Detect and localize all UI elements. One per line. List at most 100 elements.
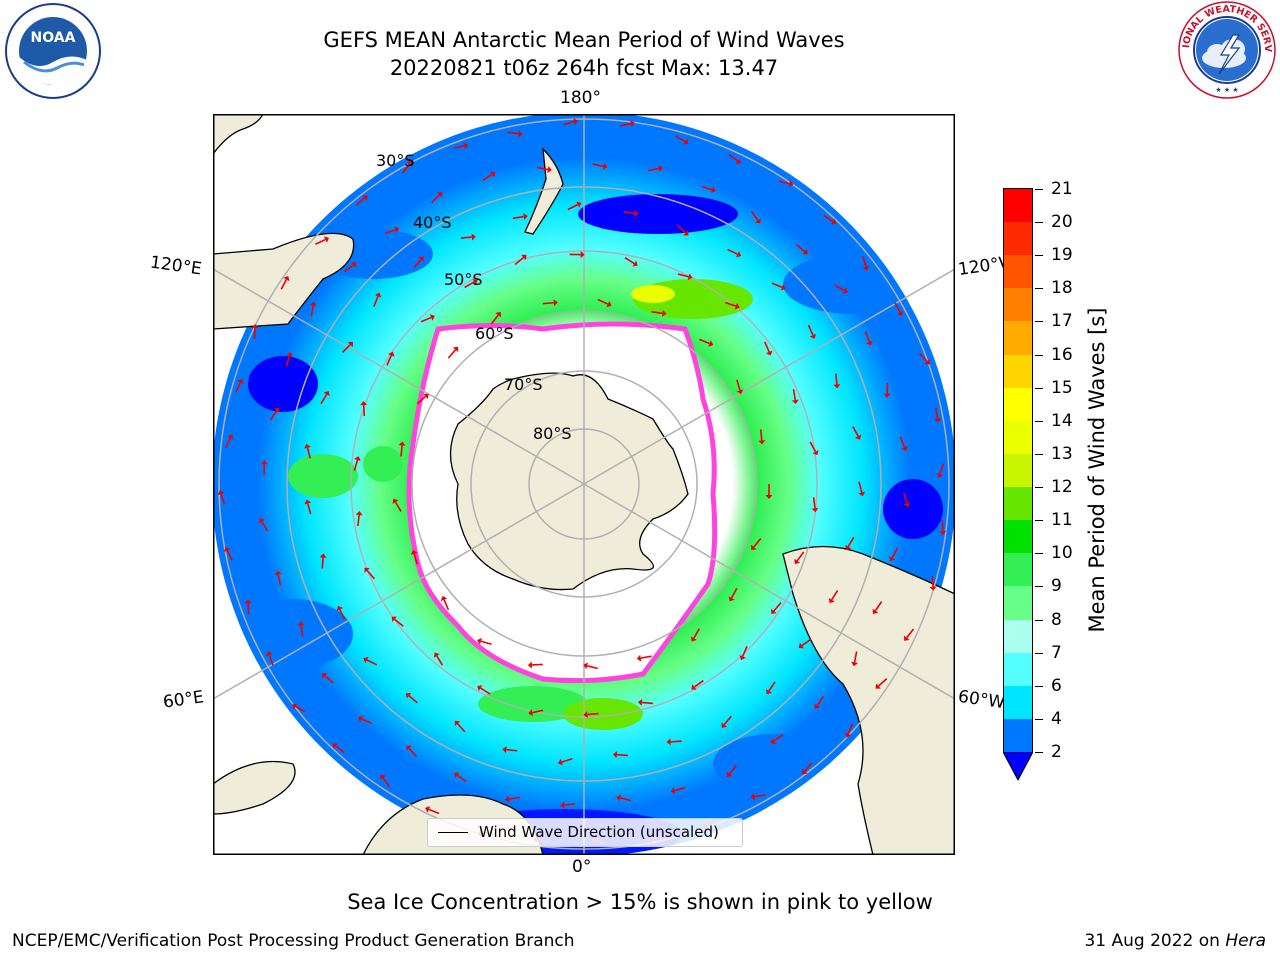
wind-wave-arrow-head [616, 794, 622, 802]
wind-wave-arrow-head [708, 340, 714, 347]
colorbar-segment [1003, 420, 1033, 455]
wind-wave-arrow-head [666, 738, 671, 746]
colorbar-tick-label: 17 [1051, 311, 1073, 332]
wind-wave-arrow [341, 344, 351, 354]
wind-wave-arrow-head [332, 743, 338, 749]
wind-wave-arrow-head [336, 605, 343, 612]
wind-wave-arrow-head [750, 793, 756, 801]
wind-wave-arrow-head [780, 284, 786, 291]
colorbar-segment [1003, 288, 1033, 322]
wind-wave-arrow-head [283, 275, 290, 282]
colorbar-tick-label: 11 [1051, 510, 1073, 531]
wind-wave-arrow-head [523, 213, 528, 221]
wind-wave-arrow-head [798, 642, 804, 649]
wind-wave-arrow [373, 296, 379, 307]
wind-wave-arrow-head [527, 661, 533, 669]
wind-wave-arrow [835, 373, 838, 385]
lon-label-0: 0° [572, 857, 592, 877]
wind-wave-arrow [413, 553, 419, 565]
wind-wave-arrow [693, 628, 701, 639]
wind-wave-arrow [592, 163, 604, 168]
wind-wave-arrow [906, 628, 915, 639]
wind-wave-arrow [853, 651, 858, 663]
wind-wave-arrow [315, 238, 326, 245]
wind-wave-arrow-head [683, 230, 689, 236]
colorbar-segment [1003, 255, 1033, 289]
colorbar-tick [1035, 321, 1043, 323]
colorbar-tick [1035, 420, 1043, 422]
wind-wave-arrow [903, 492, 908, 504]
wind-wave-arrow-head [802, 248, 808, 255]
wind-wave-arrow [564, 803, 576, 806]
wind-wave-arrow-head [924, 359, 930, 365]
wind-wave-arrow-head [765, 350, 773, 356]
wind-wave-arrow [792, 389, 797, 401]
wind-wave-arrow-head [636, 654, 642, 662]
wind-wave-arrow-head [440, 596, 448, 602]
wind-wave-arrow [431, 194, 441, 204]
wind-wave-arrow-head [521, 254, 527, 261]
wind-wave-arrow [640, 655, 652, 659]
colorbar-segment [1003, 520, 1033, 554]
wind-wave-arrow [941, 520, 944, 532]
wind-wave-arrow [420, 316, 432, 323]
wind-wave-arrow-head [364, 567, 370, 573]
wind-wave-arrow-head [791, 399, 799, 404]
wind-wave-arrow [335, 745, 345, 754]
wind-wave-arrow [512, 215, 524, 220]
wind-wave-arrow-head [347, 341, 354, 348]
wind-wave-arrow [741, 645, 748, 657]
wind-wave-arrow-head [362, 195, 368, 201]
colorbar-tick [1035, 453, 1043, 455]
lat-label-80s: 80°S [533, 424, 572, 443]
wind-wave-arrow [300, 625, 304, 637]
wind-wave-arrow-head [929, 586, 937, 591]
colorbar-tick-label: 21 [1051, 179, 1073, 199]
wind-wave-arrow-head [410, 549, 418, 555]
wind-wave-arrow [306, 503, 312, 515]
wind-wave-arrow [456, 723, 466, 733]
wind-wave-arrow [464, 281, 475, 289]
wind-wave-arrow [852, 426, 859, 437]
wind-wave-arrow [269, 410, 278, 421]
wind-wave-arrow-head [357, 715, 364, 723]
wind-wave-arrow-head [405, 693, 412, 699]
wind-wave-arrow-head [454, 772, 460, 779]
colorbar-tick [1035, 685, 1043, 687]
wind-wave-arrow-head [711, 186, 716, 194]
wind-wave-arrow-head [883, 393, 891, 398]
wind-wave-arrow-head [602, 162, 608, 170]
wind-wave-arrow-head [802, 769, 808, 775]
wind-wave-arrow [939, 463, 945, 475]
map-legend: Wind Wave Direction (unscaled) [427, 818, 743, 847]
wind-wave-arrow [675, 135, 686, 143]
wind-wave-arrow-head [794, 558, 801, 565]
wind-wave-arrow-head [392, 498, 399, 504]
wind-wave-arrow [670, 740, 682, 743]
wind-wave-arrow [862, 256, 867, 268]
wind-wave-arrow-head [728, 596, 735, 602]
colorbar-label: Mean Period of Wind Waves [s] [1085, 307, 1109, 633]
credit-host: Hera [1225, 931, 1266, 951]
wind-wave-arrow [931, 575, 934, 587]
colorbar-tick [1035, 652, 1043, 654]
wind-wave-arrow [561, 757, 573, 763]
wind-wave-arrow [480, 687, 491, 695]
wind-wave-arrow [416, 395, 427, 405]
colorbar-segment [1003, 553, 1033, 587]
wind-wave-arrow [918, 352, 928, 363]
wind-wave-arrow-head [477, 637, 482, 645]
wind-wave-arrow-head [862, 265, 870, 271]
wind-wave-arrow [384, 228, 396, 235]
wind-wave-arrow-head [858, 491, 866, 497]
wind-wave-arrow [320, 393, 328, 405]
svg-text:★ ★ ★: ★ ★ ★ [1215, 86, 1238, 94]
colorbar-tick-label: 4 [1051, 708, 1062, 729]
wind-wave-arrow-head [844, 732, 852, 738]
wind-wave-arrow [623, 211, 635, 215]
wind-wave-arrow [226, 550, 233, 561]
wind-wave-arrow-head [580, 251, 585, 259]
wind-wave-arrow [778, 180, 790, 185]
wind-wave-arrow [586, 665, 599, 670]
wind-wave-arrow [285, 355, 291, 367]
